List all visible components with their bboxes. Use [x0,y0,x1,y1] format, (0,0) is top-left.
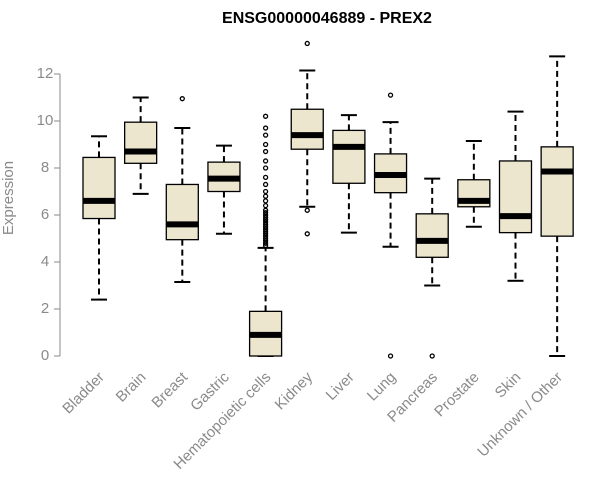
outlier-point [262,212,269,218]
box-unknown-other [540,55,574,357]
box-brain [124,96,158,195]
iqr-box [290,108,324,150]
outlier-point [262,165,269,171]
box-kidney [290,40,324,237]
iqr-box [332,129,366,184]
outlier-point [429,353,435,359]
outlier-point [262,188,269,195]
outlier-point [262,198,269,204]
box-hematopoietic-cells [248,113,283,357]
box-lung [373,92,408,359]
y-axis: 0 2 4 6 8 10 12 [37,65,61,364]
box-bladder [82,135,116,301]
outlier-point [262,238,269,244]
outlier-point [262,174,269,181]
chart-title: ENSG00000046889 - PREX2 [222,10,432,27]
outlier-point [262,132,269,138]
y-tick-label: 2 [41,300,49,317]
x-tick-label: Prostate [431,369,483,421]
x-tick-label: Bladder [59,369,108,418]
y-tick-label: 8 [41,159,49,176]
y-tick-label: 4 [41,253,49,270]
iqr-box [165,183,199,241]
outlier-point [262,202,269,209]
outlier-point [262,148,269,155]
box-liver [332,114,366,234]
y-tick-label: 10 [37,112,54,129]
y-axis-label: Expression [0,161,17,235]
iqr-box [82,156,116,220]
y-tick-label: 0 [41,347,49,364]
outlier-point [179,96,185,102]
outlier-point [262,231,269,237]
outlier-point [387,353,394,359]
x-tick-label: Skin [492,369,525,402]
outlier-point [262,209,269,216]
iqr-box [540,146,574,237]
outlier-point [262,226,269,232]
outlier-point [262,125,269,131]
outlier-point [262,240,269,246]
x-tick-label: Breast [148,368,191,411]
x-tick-label: Lung [364,369,400,405]
outlier-point [262,141,269,148]
outlier-point [262,181,269,188]
x-tick-label: Kidney [272,368,317,413]
outlier-point [262,219,269,225]
outlier-point [262,235,269,242]
outlier-point [304,231,310,237]
outlier-point [387,92,394,98]
outlier-point [304,40,310,47]
outlier-point [262,233,269,239]
iqr-box [415,213,449,258]
box-pancreas [415,177,449,359]
outlier-point [262,214,269,221]
y-tick-label: 6 [41,206,49,223]
boxes-group [82,40,574,359]
outlier-point [262,224,269,230]
outlier-point [262,207,269,213]
box-skin [498,110,533,282]
box-breast [165,96,199,283]
outlier-point [262,193,269,199]
iqr-box [498,160,533,234]
outlier-point [262,113,269,119]
outlier-point [262,242,269,249]
x-tick-label: Brain [113,369,150,406]
iqr-box [124,121,158,164]
outlier-point [262,221,269,228]
box-prostate [457,139,491,228]
outlier-point [262,158,269,164]
box-gastric [207,144,241,235]
x-tick-label: Liver [323,369,358,404]
outlier-point [262,217,269,223]
outlier-point [304,207,310,213]
y-tick-label: 12 [37,65,54,82]
outlier-point [262,228,269,235]
